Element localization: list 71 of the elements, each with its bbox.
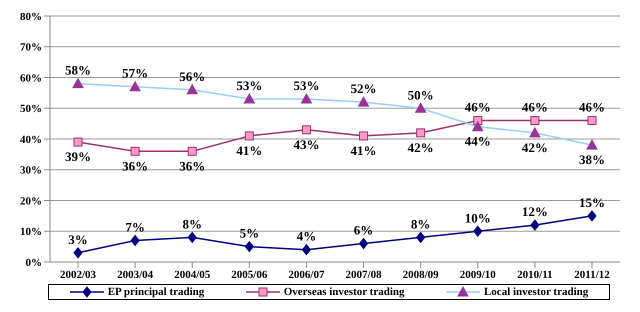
data-label: 38%: [579, 152, 605, 168]
data-label: 46%: [579, 100, 605, 115]
point: [473, 226, 482, 237]
x-tick-label: 2004/05: [174, 268, 211, 281]
data-label: 7%: [125, 219, 145, 234]
data-label: 3%: [68, 232, 88, 247]
point: [588, 210, 596, 222]
data-label: 43%: [293, 136, 320, 152]
point: [74, 247, 82, 258]
data-label: 8%: [410, 216, 430, 232]
point: [130, 146, 140, 156]
point: [359, 131, 368, 140]
point: [530, 220, 540, 231]
x-tick-label: 2005/06: [231, 268, 268, 281]
data-label: 4%: [296, 228, 316, 244]
x-tick-label: 2006/07: [288, 268, 325, 281]
data-label: 53%: [293, 78, 320, 94]
data-label: 52%: [350, 81, 377, 96]
y-tick-label: 70%: [20, 42, 42, 54]
data-label: 46%: [522, 100, 548, 115]
data-label: 36%: [179, 158, 206, 174]
data-label: 41%: [350, 142, 377, 158]
point: [359, 238, 368, 250]
legend-label: Overseas investor trading: [282, 286, 405, 298]
point: [416, 232, 426, 243]
point: [416, 128, 426, 138]
point: [188, 146, 197, 156]
y-tick-label: 20%: [20, 195, 42, 208]
legend-label: EP principal trading: [106, 286, 204, 298]
data-label: 50%: [408, 87, 434, 102]
data-label: 10%: [464, 210, 491, 226]
y-tick-label: 40%: [20, 134, 42, 146]
data-label: 56%: [179, 68, 206, 84]
legend-label: Local investor trading: [482, 286, 588, 298]
point: [244, 131, 254, 140]
data-label: 41%: [236, 142, 262, 158]
data-label: 6%: [354, 222, 374, 238]
data-label: 42%: [522, 140, 548, 155]
point: [244, 241, 254, 252]
point: [302, 244, 311, 256]
point: [74, 138, 82, 147]
data-label: 58%: [65, 62, 91, 78]
data-label: 46%: [464, 100, 491, 115]
point: [302, 125, 311, 134]
y-tick-label: 10%: [20, 226, 42, 238]
data-label: 39%: [65, 149, 91, 164]
data-label: 42%: [408, 140, 434, 155]
point: [588, 116, 596, 126]
x-tick-label: 2009/10: [460, 268, 496, 281]
x-tick-label: 2002/03: [60, 268, 97, 281]
x-tick-label: 2011/12: [574, 268, 610, 281]
x-tick-label: 2010/11: [517, 268, 553, 281]
x-tick-label: 2008/09: [402, 268, 440, 281]
data-label: 8%: [182, 216, 202, 232]
y-tick-label: 60%: [20, 72, 42, 84]
y-tick-label: 50%: [20, 103, 42, 116]
data-label: 36%: [122, 158, 148, 174]
data-label: 12%: [522, 204, 548, 220]
data-label: 44%: [464, 134, 491, 149]
data-label: 57%: [122, 66, 148, 81]
x-tick-label: 2003/04: [117, 268, 154, 281]
y-tick-label: 80%: [20, 10, 42, 23]
data-label: 5%: [240, 226, 260, 241]
data-label: 15%: [579, 194, 605, 210]
y-tick-label: 30%: [20, 164, 42, 177]
point: [530, 116, 540, 126]
y-tick-label: 0%: [26, 256, 42, 269]
data-label: 53%: [236, 78, 262, 94]
point: [188, 232, 197, 243]
point: [130, 234, 140, 246]
x-tick-label: 2007/08: [346, 268, 382, 281]
